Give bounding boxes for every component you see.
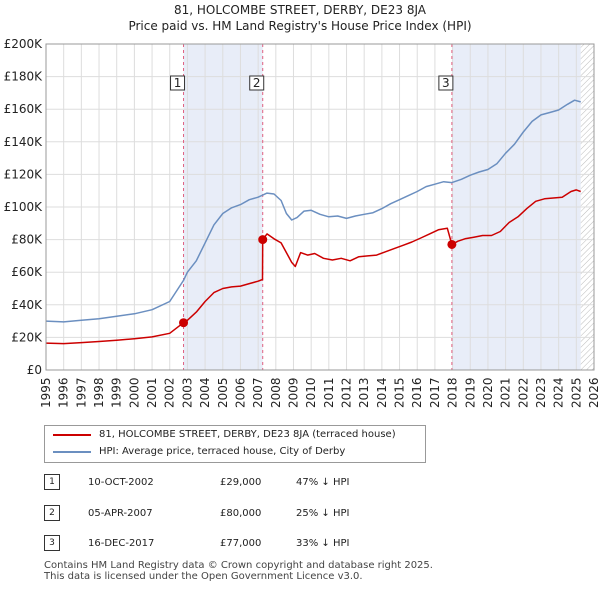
y-tick-label: £80K [11,233,43,247]
legend-swatch-hpi [53,451,91,453]
legend-swatch-property [53,434,91,436]
y-tick-label: £120K [4,167,44,181]
sale-point [258,235,268,245]
x-tick-label: 1997 [74,377,88,408]
x-tick-label: 2009 [286,377,300,408]
y-tick-label: £160K [4,102,44,116]
chart-title-line1: 81, HOLCOMBE STREET, DERBY, DE23 8JA [173,3,427,17]
transaction-date: 16-DEC-2017 [88,538,155,549]
transaction-number: 3 [44,535,60,551]
sale-point [179,318,189,328]
transaction-number: 1 [44,474,60,490]
chart-title: 81, HOLCOMBE STREET, DERBY, DE23 8JA Pri… [0,2,600,34]
legend-label-hpi: HPI: Average price, terraced house, City… [99,446,346,457]
transaction-date: 05-APR-2007 [88,508,153,519]
transaction-hpi: 33% ↓ HPI [296,538,350,549]
transaction-label: 2 [253,76,261,90]
x-tick-label: 2025 [569,377,583,408]
transaction-price: £80,000 [220,508,262,519]
x-tick-label: 2000 [127,377,141,408]
footer-copyright: Contains HM Land Registry data © Crown c… [44,560,433,571]
transaction-label: 3 [442,76,450,90]
transaction-price: £29,000 [220,477,262,488]
y-tick-label: £140K [4,135,44,149]
y-tick-label: £180K [4,70,44,84]
chart: 1 2 3 £0 £20K £40K £60K £80K £100K £120K £140K £160… [4,37,600,408]
x-tick-label: 1995 [39,377,53,408]
transaction-date: 10-OCT-2002 [88,477,154,488]
x-tick-label: 2024 [552,377,566,408]
x-tick-label: 2022 [516,377,530,408]
y-tick-label: £60K [11,265,43,279]
x-tick-label: 2010 [304,377,318,408]
y-tick-label: £100K [4,200,44,214]
series-line-hpi [45,99,581,323]
x-tick-label: 2016 [410,377,424,408]
chart-title-line2: Price paid vs. HM Land Registry's House … [128,19,472,33]
transaction-price: £77,000 [220,538,262,549]
x-tick-label: 2014 [375,377,389,408]
series-line-property [45,189,581,345]
x-tick-label: 2012 [340,377,354,408]
x-tick-label: 2023 [534,377,548,408]
x-tick-label: 2021 [499,377,513,408]
x-tick-label: 2018 [446,377,460,408]
transaction-label-box [249,75,265,91]
legend-item-property: 81, HOLCOMBE STREET, DERBY, DE23 8JA (te… [53,427,396,443]
transaction-hpi: 25% ↓ HPI [296,508,350,519]
x-tick-label: 1999 [110,377,124,408]
x-tick-label: 1998 [92,377,106,408]
x-tick-label: 2002 [163,377,177,408]
x-tick-label: 2015 [393,377,407,408]
legend-label-property: 81, HOLCOMBE STREET, DERBY, DE23 8JA (te… [99,429,396,440]
x-tick-label: 2004 [198,377,212,408]
transaction-label-box [170,75,186,91]
y-tick-label: £40K [11,298,43,312]
legend: 81, HOLCOMBE STREET, DERBY, DE23 8JA (te… [44,425,426,463]
transaction-label-box [438,75,454,91]
x-tick-label: 2005 [216,377,230,408]
x-tick-label: 2017 [428,377,442,408]
footer-licence: This data is licensed under the Open Gov… [44,571,363,582]
sale-point [447,239,457,249]
x-tick-label: 2013 [357,377,371,408]
y-tick-label: £0 [27,363,42,377]
x-tick-label: 2026 [587,377,600,408]
transaction-label: 1 [174,76,182,90]
x-tick-label: 2006 [233,377,247,408]
x-tick-label: 2001 [145,377,159,408]
transaction-number: 2 [44,505,60,521]
x-tick-label: 2007 [251,377,265,408]
plot-frame [45,43,595,371]
legend-item-hpi: HPI: Average price, terraced house, City… [53,444,345,460]
transaction-hpi: 47% ↓ HPI [296,477,350,488]
x-tick-label: 1996 [57,377,71,408]
x-tick-label: 2011 [322,377,336,408]
x-tick-label: 2020 [481,377,495,408]
x-tick-label: 2019 [463,377,477,408]
footer: Contains HM Land Registry data © Crown c… [44,560,433,582]
y-tick-label: £20K [11,330,43,344]
x-tick-label: 2003 [180,377,194,408]
y-tick-label: £200K [4,37,44,51]
x-tick-label: 2008 [269,377,283,408]
